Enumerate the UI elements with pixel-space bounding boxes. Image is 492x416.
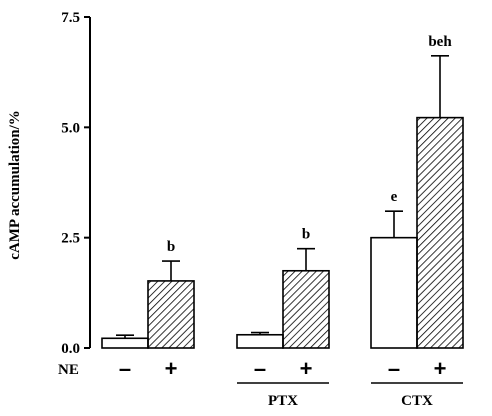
significance-label-3: b (302, 227, 310, 243)
bars (101, 55, 464, 349)
ne-sign-2: – (254, 356, 266, 381)
ne-sign-3: + (300, 356, 313, 381)
ne-sign-0: – (119, 356, 131, 381)
ne-sign-1: + (165, 356, 178, 381)
group-label-0: PTX (268, 393, 298, 409)
y-axis-title: cAMP accumulation/% (7, 110, 23, 260)
bar-5 (416, 116, 464, 349)
labels: –b+ –b+e–beh+PTX CTX (119, 34, 463, 409)
bar-1 (147, 280, 195, 349)
ne-sign-4: – (388, 356, 400, 381)
y-tick-label-3: 7.5 (61, 10, 80, 26)
ne-sign-5: + (434, 356, 447, 381)
bar-4 (370, 236, 418, 349)
y-tick-label-0: 0.0 (61, 341, 80, 357)
group-label-1: CTX (401, 393, 433, 409)
bar-3 (282, 269, 330, 349)
significance-label-1: b (167, 239, 175, 255)
bar-2 (236, 333, 284, 349)
significance-label-5: beh (428, 34, 452, 50)
significance-label-4: e (391, 189, 398, 205)
ne-row-label: NE (58, 362, 79, 378)
y-tick-label-1: 2.5 (61, 231, 80, 247)
bar-0 (101, 337, 149, 349)
axes: 0.0 2.5 5.0 7.5 (61, 10, 91, 357)
y-tick-label-2: 5.0 (61, 120, 80, 136)
